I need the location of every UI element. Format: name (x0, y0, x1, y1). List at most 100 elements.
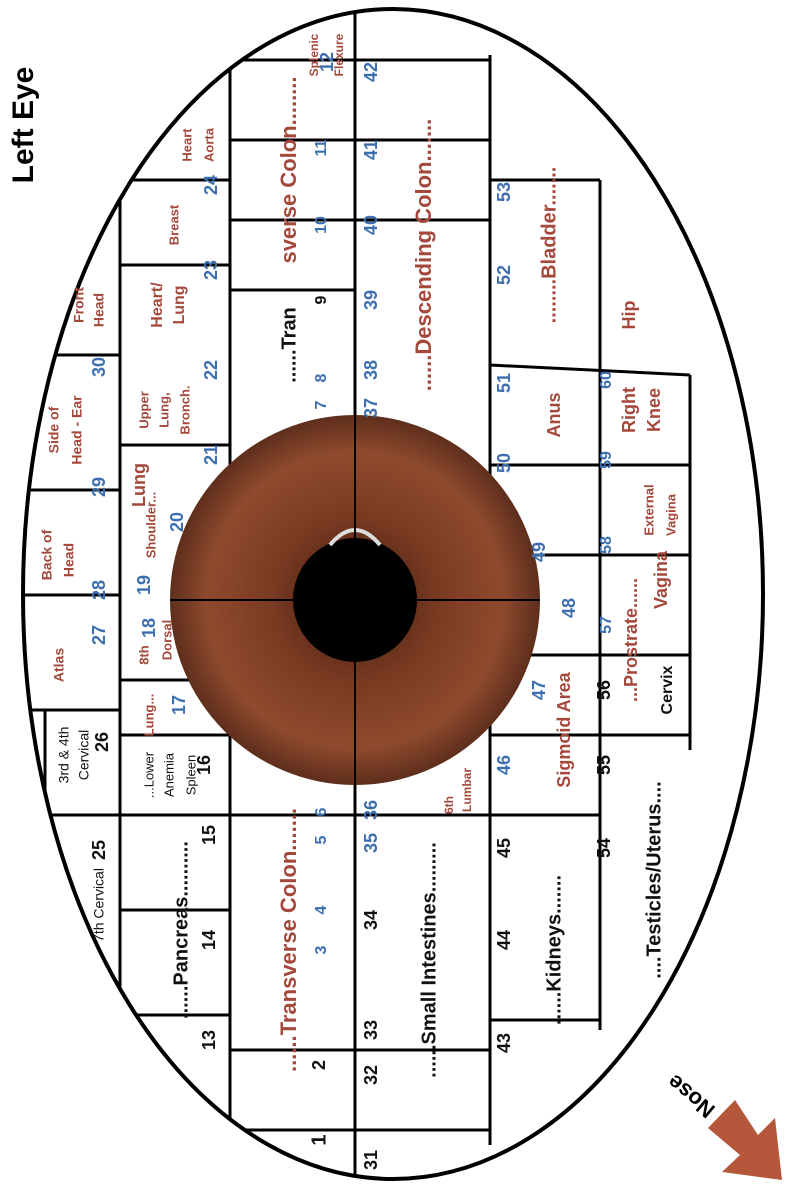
zone-label: 45 (494, 838, 514, 858)
zone-label: ......Kidneys....... (543, 875, 565, 1025)
zone-label: 14 (199, 930, 219, 950)
zone-label: Lung... (141, 694, 156, 737)
zone-label: Hip (619, 301, 639, 330)
zone-label: 11 (313, 139, 330, 156)
zone-label: 5 (313, 835, 330, 844)
zone-label: 9 (313, 295, 330, 304)
zone-label: Right (619, 387, 639, 433)
zone-label: 26 (92, 732, 112, 752)
zone-label: 7 (313, 400, 330, 409)
zone-label: 21 (201, 445, 221, 465)
zone-label: 18 (139, 618, 159, 638)
zone-label: 12 (317, 52, 337, 72)
zone-label: 29 (89, 477, 109, 497)
zone-label: 40 (361, 215, 381, 235)
zone-label: 35 (361, 833, 381, 853)
zone-label: Anus (544, 393, 564, 438)
zone-label: 30 (89, 357, 109, 377)
zone-label: 58 (598, 536, 615, 554)
zone-label: ...Prostrate...... (621, 578, 641, 702)
zone-label: Back of (39, 529, 55, 580)
zone-label: Sigmoid Area (554, 671, 574, 787)
zone-label: Lumbar (460, 768, 474, 812)
zone-label: ......Pancreas.......... (170, 841, 192, 1019)
zone-label: Lung, (156, 392, 171, 427)
zone-label: 52 (494, 265, 514, 285)
zone-label: 1 (308, 1134, 330, 1145)
zone-label: 56 (594, 680, 614, 700)
zone-label: 25 (89, 840, 109, 860)
zone-label: Heart/ (149, 282, 166, 328)
zone-label: Heart (179, 128, 194, 162)
zone-label: Head (91, 293, 107, 327)
zone-label: 47 (529, 680, 549, 700)
zone-label: Head - Ear (69, 395, 85, 465)
zone-label: 53 (494, 182, 514, 202)
zone-label: Shoulder... (143, 492, 158, 558)
zone-label: 31 (361, 1150, 381, 1170)
zone-label: 22 (201, 360, 221, 380)
zone-label: 38 (361, 360, 381, 380)
zone-label: 37 (361, 398, 381, 418)
zone-label: Side of (46, 406, 62, 453)
zone-label: 41 (361, 140, 381, 160)
zone-label: 50 (494, 453, 514, 473)
zone-label: 4 (313, 905, 330, 914)
zone-label: ......Transverse Colon....... (276, 808, 301, 1072)
zone-label: Aorta (201, 127, 216, 162)
zone-label: ........Bladder....... (538, 167, 560, 324)
title: Left Eye (7, 67, 40, 184)
zone-label: 17 (169, 695, 189, 715)
zone-label: Vagina (651, 550, 671, 609)
zone-label: 24 (201, 175, 221, 195)
zone-label: Vagina (663, 493, 678, 536)
zone-label: 39 (361, 290, 381, 310)
zone-label: Anemia (161, 752, 176, 797)
zone-label: 51 (494, 373, 514, 393)
zone-label: 2 (309, 1060, 329, 1070)
zone-label: Cervical (76, 730, 92, 781)
zone-label: 13 (199, 1030, 219, 1050)
zone-label: 32 (361, 1065, 381, 1085)
cell-line (489, 363, 691, 377)
zone-label: 8th (136, 645, 151, 665)
zone-label: 15 (199, 825, 219, 845)
zone-label: Lung (171, 285, 188, 324)
zone-label: Upper (136, 391, 151, 429)
zone-label: ....Testicles/Uterus.... (643, 781, 665, 978)
zone-label: 10 (313, 216, 330, 234)
zone-label: ......Small Intestines......... (418, 842, 440, 1078)
zone-label: 59 (598, 451, 615, 469)
eye-outline (21, 7, 765, 1181)
zone-label: 34 (361, 910, 381, 930)
zone-label: Front (71, 287, 87, 323)
zone-label: External (641, 484, 656, 535)
zone-label: 6 (313, 807, 330, 816)
zone-label: 55 (594, 755, 614, 775)
zone-label: Breast (166, 204, 181, 245)
zone-label: 48 (559, 598, 579, 618)
zone-label: Splenic (307, 33, 321, 76)
zone-label: 46 (494, 755, 514, 775)
zone-label: 60 (598, 371, 615, 389)
zone-label: ......Descending Colon....... (411, 119, 436, 392)
zone-label: 44 (494, 930, 514, 950)
zone-label: 23 (201, 260, 221, 280)
zone-label: Head (61, 543, 77, 577)
zone-label: 8 (313, 373, 330, 382)
zone-label: 16 (194, 755, 214, 775)
zone-label: Bronch. (177, 385, 192, 434)
zone-label: 3rd & 4th (56, 727, 72, 784)
nose-arrow (708, 1100, 782, 1180)
zone-label: 28 (89, 580, 109, 600)
zone-label: Knee (644, 388, 664, 432)
zone-label: Dorsal (159, 620, 174, 660)
zone-label: Cervix (659, 665, 676, 714)
zone-label: 20 (167, 512, 187, 532)
zone-label: 6th (442, 796, 456, 814)
zone-label: Atlas (51, 648, 67, 682)
zone-label: 36 (361, 800, 381, 820)
zone-label: sverse Colon........ (276, 76, 301, 263)
